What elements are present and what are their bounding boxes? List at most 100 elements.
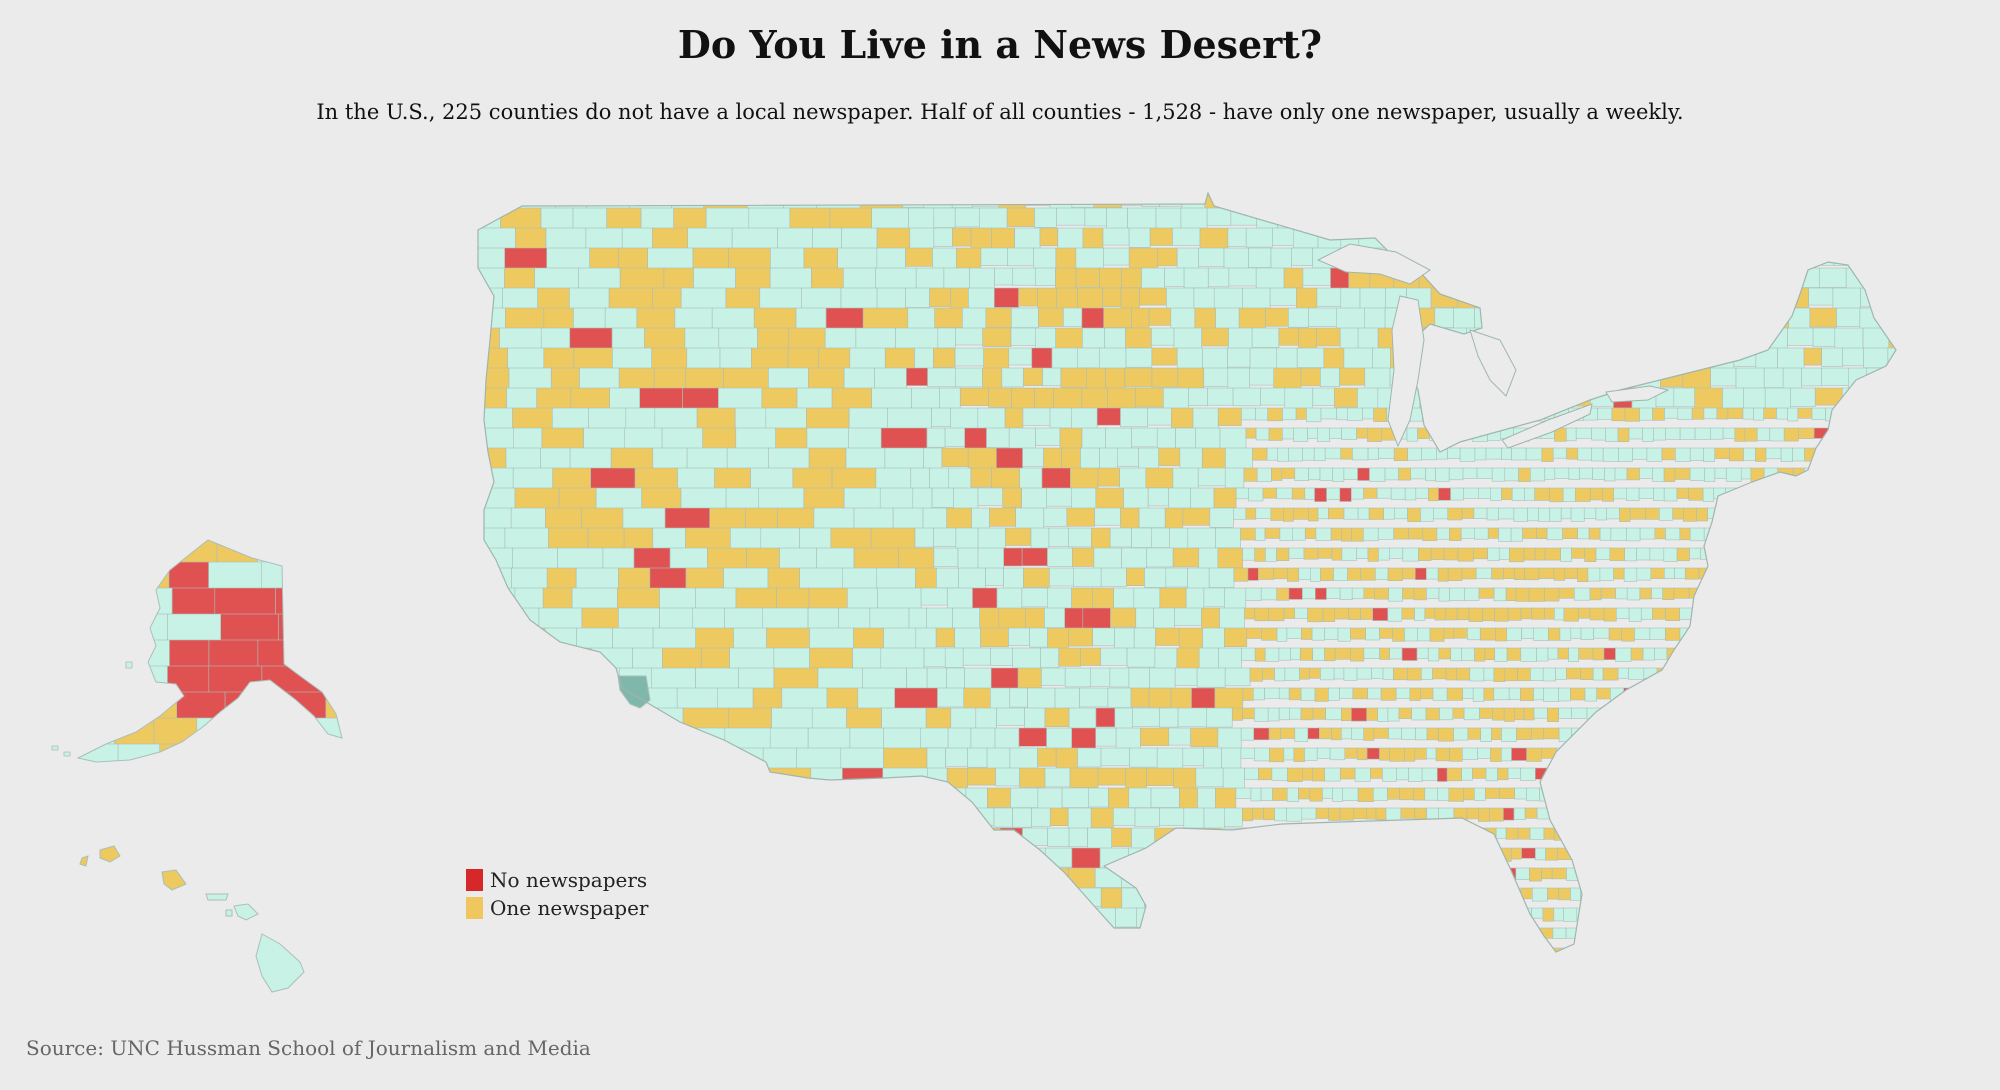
county	[1661, 827, 1676, 841]
county	[1869, 667, 1881, 679]
county	[990, 927, 1018, 951]
county	[1418, 547, 1432, 561]
county	[1671, 207, 1693, 227]
county	[1461, 847, 1475, 860]
county	[1541, 447, 1554, 462]
county	[1168, 727, 1191, 746]
county	[1461, 767, 1473, 781]
county	[926, 667, 947, 691]
county	[1057, 227, 1084, 251]
county	[1374, 587, 1389, 600]
county	[643, 807, 689, 840]
county	[1241, 407, 1256, 421]
county	[1288, 547, 1305, 559]
county	[1396, 887, 1410, 902]
county	[930, 827, 956, 847]
county	[1463, 487, 1479, 499]
county	[1813, 727, 1826, 742]
hawaii-niihau	[79, 855, 89, 867]
county	[1525, 447, 1543, 461]
county	[1360, 607, 1373, 620]
county	[1771, 927, 1787, 942]
county	[1095, 707, 1116, 728]
county	[509, 747, 550, 779]
county	[1760, 687, 1771, 700]
county	[1498, 507, 1515, 520]
county	[1674, 467, 1691, 480]
county	[1429, 627, 1445, 642]
county	[1457, 547, 1474, 562]
county	[1119, 467, 1147, 491]
county	[1340, 767, 1356, 780]
county	[933, 207, 956, 228]
county	[1690, 707, 1702, 721]
county	[1842, 347, 1864, 367]
county	[1630, 647, 1644, 661]
county	[478, 747, 511, 783]
county	[838, 867, 872, 897]
county	[1144, 887, 1165, 910]
county	[1511, 487, 1525, 501]
county	[912, 847, 938, 868]
county	[758, 807, 791, 839]
county	[1230, 207, 1258, 226]
county	[843, 887, 885, 922]
county	[1151, 327, 1175, 346]
county	[1626, 847, 1644, 860]
county	[1071, 847, 1101, 872]
county	[687, 807, 724, 836]
county	[478, 193, 511, 217]
county	[697, 927, 733, 952]
county	[905, 247, 933, 267]
county	[1141, 267, 1165, 290]
county	[1366, 747, 1380, 760]
county	[1364, 927, 1378, 940]
county	[1532, 887, 1548, 902]
county	[1309, 667, 1321, 679]
county	[1330, 887, 1344, 902]
county	[1055, 267, 1077, 291]
county	[1271, 467, 1283, 481]
county	[1030, 527, 1050, 550]
county	[1077, 287, 1103, 309]
county	[1648, 687, 1665, 702]
county	[1125, 327, 1152, 349]
county	[1602, 667, 1619, 681]
county	[1787, 327, 1814, 346]
county	[1494, 887, 1510, 900]
county	[1544, 547, 1561, 561]
county	[1035, 427, 1061, 446]
hawaii-maui	[233, 903, 259, 921]
county	[1224, 587, 1247, 610]
county	[1633, 827, 1649, 841]
county	[1577, 447, 1592, 461]
county	[679, 947, 722, 952]
county	[1461, 567, 1477, 580]
county	[1409, 687, 1421, 701]
county	[1314, 687, 1329, 702]
county	[1840, 507, 1853, 522]
county	[1324, 647, 1336, 662]
county	[1041, 667, 1066, 686]
county	[1748, 667, 1761, 681]
county	[1494, 607, 1509, 622]
county	[1271, 767, 1288, 781]
county	[1044, 767, 1071, 788]
county	[1749, 587, 1762, 601]
county	[1328, 807, 1341, 821]
county	[1676, 927, 1690, 940]
county	[1691, 407, 1705, 420]
county	[1250, 787, 1262, 802]
county	[78, 540, 132, 576]
county	[810, 767, 843, 799]
county	[939, 387, 961, 412]
county	[1485, 767, 1498, 782]
county	[1615, 587, 1628, 600]
county	[1767, 327, 1788, 351]
county	[1296, 287, 1318, 310]
county	[1616, 907, 1628, 922]
county	[1385, 887, 1398, 901]
county	[1741, 607, 1754, 622]
county	[1644, 787, 1661, 802]
county	[1433, 907, 1447, 920]
